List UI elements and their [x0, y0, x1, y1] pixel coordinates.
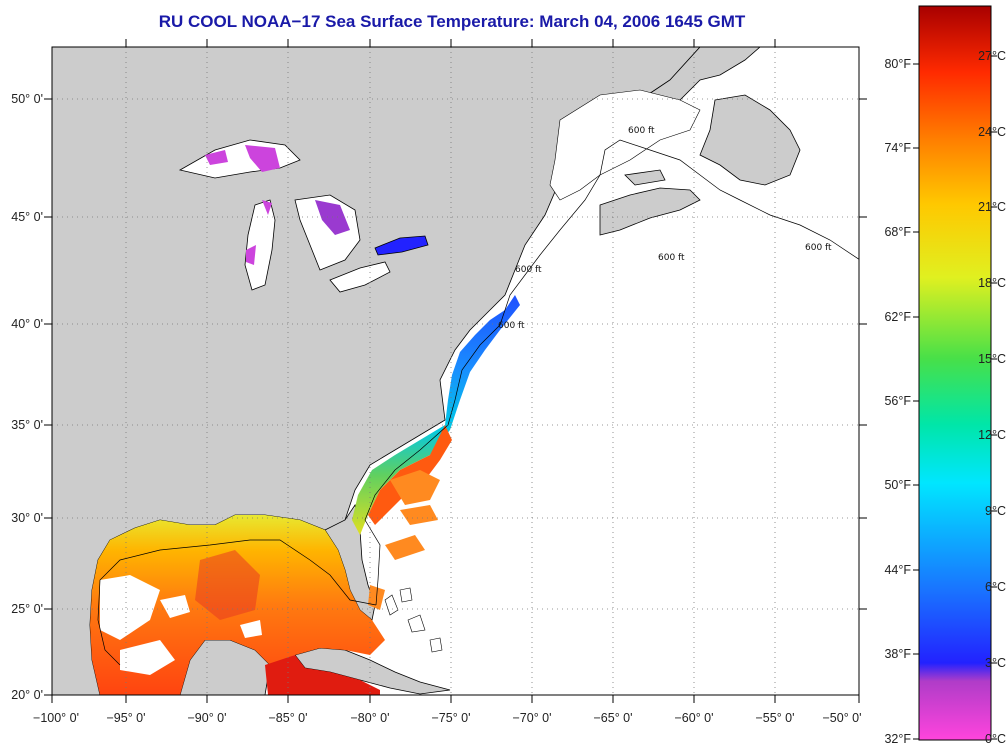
fahrenheit-label: 80°F — [884, 57, 911, 71]
gulf-of-st-lawrence — [549, 89, 701, 201]
lake-michigan-sst-south — [246, 245, 256, 265]
contour-label-600ft: 600 ft — [658, 253, 685, 263]
map-title: RU COOL NOAA−17 Sea Surface Temperature:… — [158, 12, 746, 31]
contour-label-600ft: 600 ft — [628, 126, 655, 136]
lat-tick-label: 30° 0' — [11, 511, 43, 525]
land-nova-scotia — [599, 187, 701, 236]
lon-tick-label: −100° 0' — [33, 711, 79, 725]
lon-tick-label: −65° 0' — [593, 711, 632, 725]
lon-tick-label: −80° 0' — [350, 711, 389, 725]
lon-tick-label: −70° 0' — [512, 711, 551, 725]
lat-tick-label: 20° 0' — [11, 688, 43, 702]
bathymetry-contour-600ft — [364, 139, 859, 606]
bahamas-islands — [384, 587, 443, 653]
celsius-label: 24°C — [978, 125, 1006, 139]
lon-tick-label: −85° 0' — [268, 711, 307, 725]
lat-tick-label: 45° 0' — [11, 210, 43, 224]
contour-label-600ft: 600 ft — [498, 321, 525, 331]
celsius-label: 0°C — [985, 732, 1006, 746]
lake-michigan-sst — [262, 200, 272, 215]
map-frame — [51, 46, 860, 696]
lat-tick-label: 35° 0' — [11, 418, 43, 432]
fahrenheit-label: 56°F — [884, 394, 911, 408]
lake-erie — [329, 261, 391, 293]
lon-tick-label: −90° 0' — [187, 711, 226, 725]
colorbar-ticks — [913, 55, 997, 740]
bathymetry-contour-600ft-gulf — [97, 539, 377, 666]
longitude-labels: −100° 0' −95° 0' −90° 0' −85° 0' −80° 0'… — [33, 711, 861, 725]
celsius-label: 3°C — [985, 656, 1006, 670]
celsius-label: 9°C — [985, 504, 1006, 518]
sst-gulf-stream-patches — [368, 470, 440, 610]
map-plot-area: 600 ft 600 ft 600 ft 600 ft 600 ft — [52, 47, 859, 695]
contour-label-600ft: 600 ft — [515, 265, 542, 275]
lat-tick-label: 25° 0' — [11, 602, 43, 616]
lake-huron — [294, 194, 361, 271]
lake-ontario — [374, 235, 429, 256]
colorbar-celsius-labels: 27°C 24°C 21°C 18°C 15°C 12°C 9°C 6°C 3°… — [978, 49, 1006, 746]
lon-tick-label: −75° 0' — [431, 711, 470, 725]
lake-superior-sst — [245, 145, 280, 172]
graticule — [52, 47, 859, 695]
land-pei — [624, 169, 666, 186]
celsius-label: 21°C — [978, 200, 1006, 214]
lake-superior-sst-west — [205, 150, 228, 165]
celsius-label: 18°C — [978, 276, 1006, 290]
sst-caribbean-red — [265, 655, 380, 695]
lake-michigan — [244, 199, 276, 291]
cloud-mask — [100, 575, 262, 675]
fahrenheit-label: 50°F — [884, 478, 911, 492]
colorbar — [918, 5, 992, 741]
sst-gulf-warm-core — [195, 550, 260, 620]
fahrenheit-label: 68°F — [884, 225, 911, 239]
lon-tick-label: −50° 0' — [822, 711, 861, 725]
fahrenheit-label: 44°F — [884, 563, 911, 577]
celsius-label: 27°C — [978, 49, 1006, 63]
fahrenheit-label: 38°F — [884, 647, 911, 661]
fahrenheit-label: 62°F — [884, 310, 911, 324]
latitude-labels: 50° 0' 45° 0' 40° 0' 35° 0' 30° 0' 25° 0… — [11, 92, 43, 702]
lon-tick-label: −60° 0' — [674, 711, 713, 725]
lat-tick-label: 50° 0' — [11, 92, 43, 106]
celsius-label: 12°C — [978, 428, 1006, 442]
celsius-label: 15°C — [978, 352, 1006, 366]
contour-label-600ft: 600 ft — [805, 243, 832, 253]
celsius-label: 6°C — [985, 580, 1006, 594]
lon-tick-label: −95° 0' — [106, 711, 145, 725]
fahrenheit-label: 32°F — [884, 732, 911, 746]
axis-ticks — [44, 39, 867, 703]
lake-huron-sst — [315, 200, 350, 235]
sst-east-coast-band — [352, 295, 520, 535]
lat-tick-label: 40° 0' — [11, 317, 43, 331]
fahrenheit-label: 74°F — [884, 141, 911, 155]
lon-tick-label: −55° 0' — [755, 711, 794, 725]
colorbar-fahrenheit-labels: 80°F 74°F 68°F 62°F 56°F 50°F 44°F 38°F … — [884, 57, 911, 746]
